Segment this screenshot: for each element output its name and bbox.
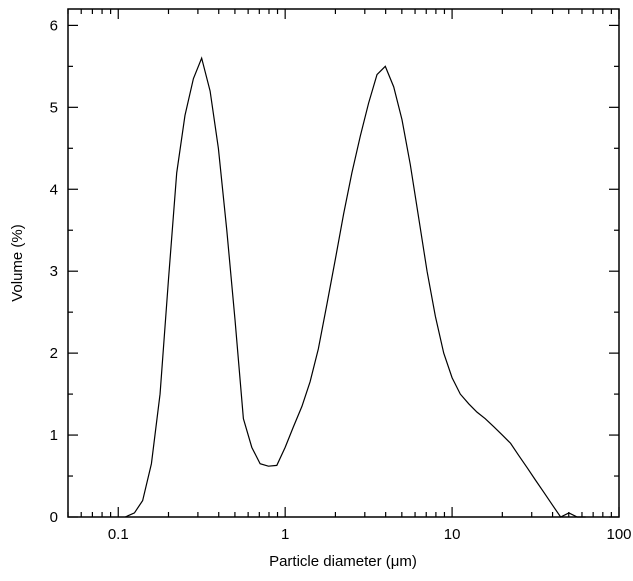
y-tick-label: 3 — [50, 263, 58, 280]
y-tick-label: 0 — [50, 509, 58, 526]
series-line-volume-distribution — [124, 56, 586, 518]
y-tick-label: 1 — [50, 427, 58, 444]
y-tick-label: 6 — [50, 17, 58, 34]
x-tick-label: 10 — [444, 526, 461, 543]
x-tick-label: 1 — [281, 526, 289, 543]
y-tick-label: 2 — [50, 345, 58, 362]
plot-frame — [67, 8, 620, 518]
x-tick-label: 100 — [606, 526, 631, 543]
y-tick-label: 5 — [50, 99, 58, 116]
axis-tick-labels: 0.1 1 10 100 0 1 2 3 4 5 6 — [50, 17, 632, 543]
axis-ticks — [67, 9, 620, 518]
x-axis-title: Particle diameter (μm) — [269, 553, 417, 570]
x-tick-label: 0.1 — [108, 526, 129, 543]
y-tick-label: 4 — [50, 181, 58, 198]
y-axis-title: Volume (%) — [9, 224, 26, 302]
